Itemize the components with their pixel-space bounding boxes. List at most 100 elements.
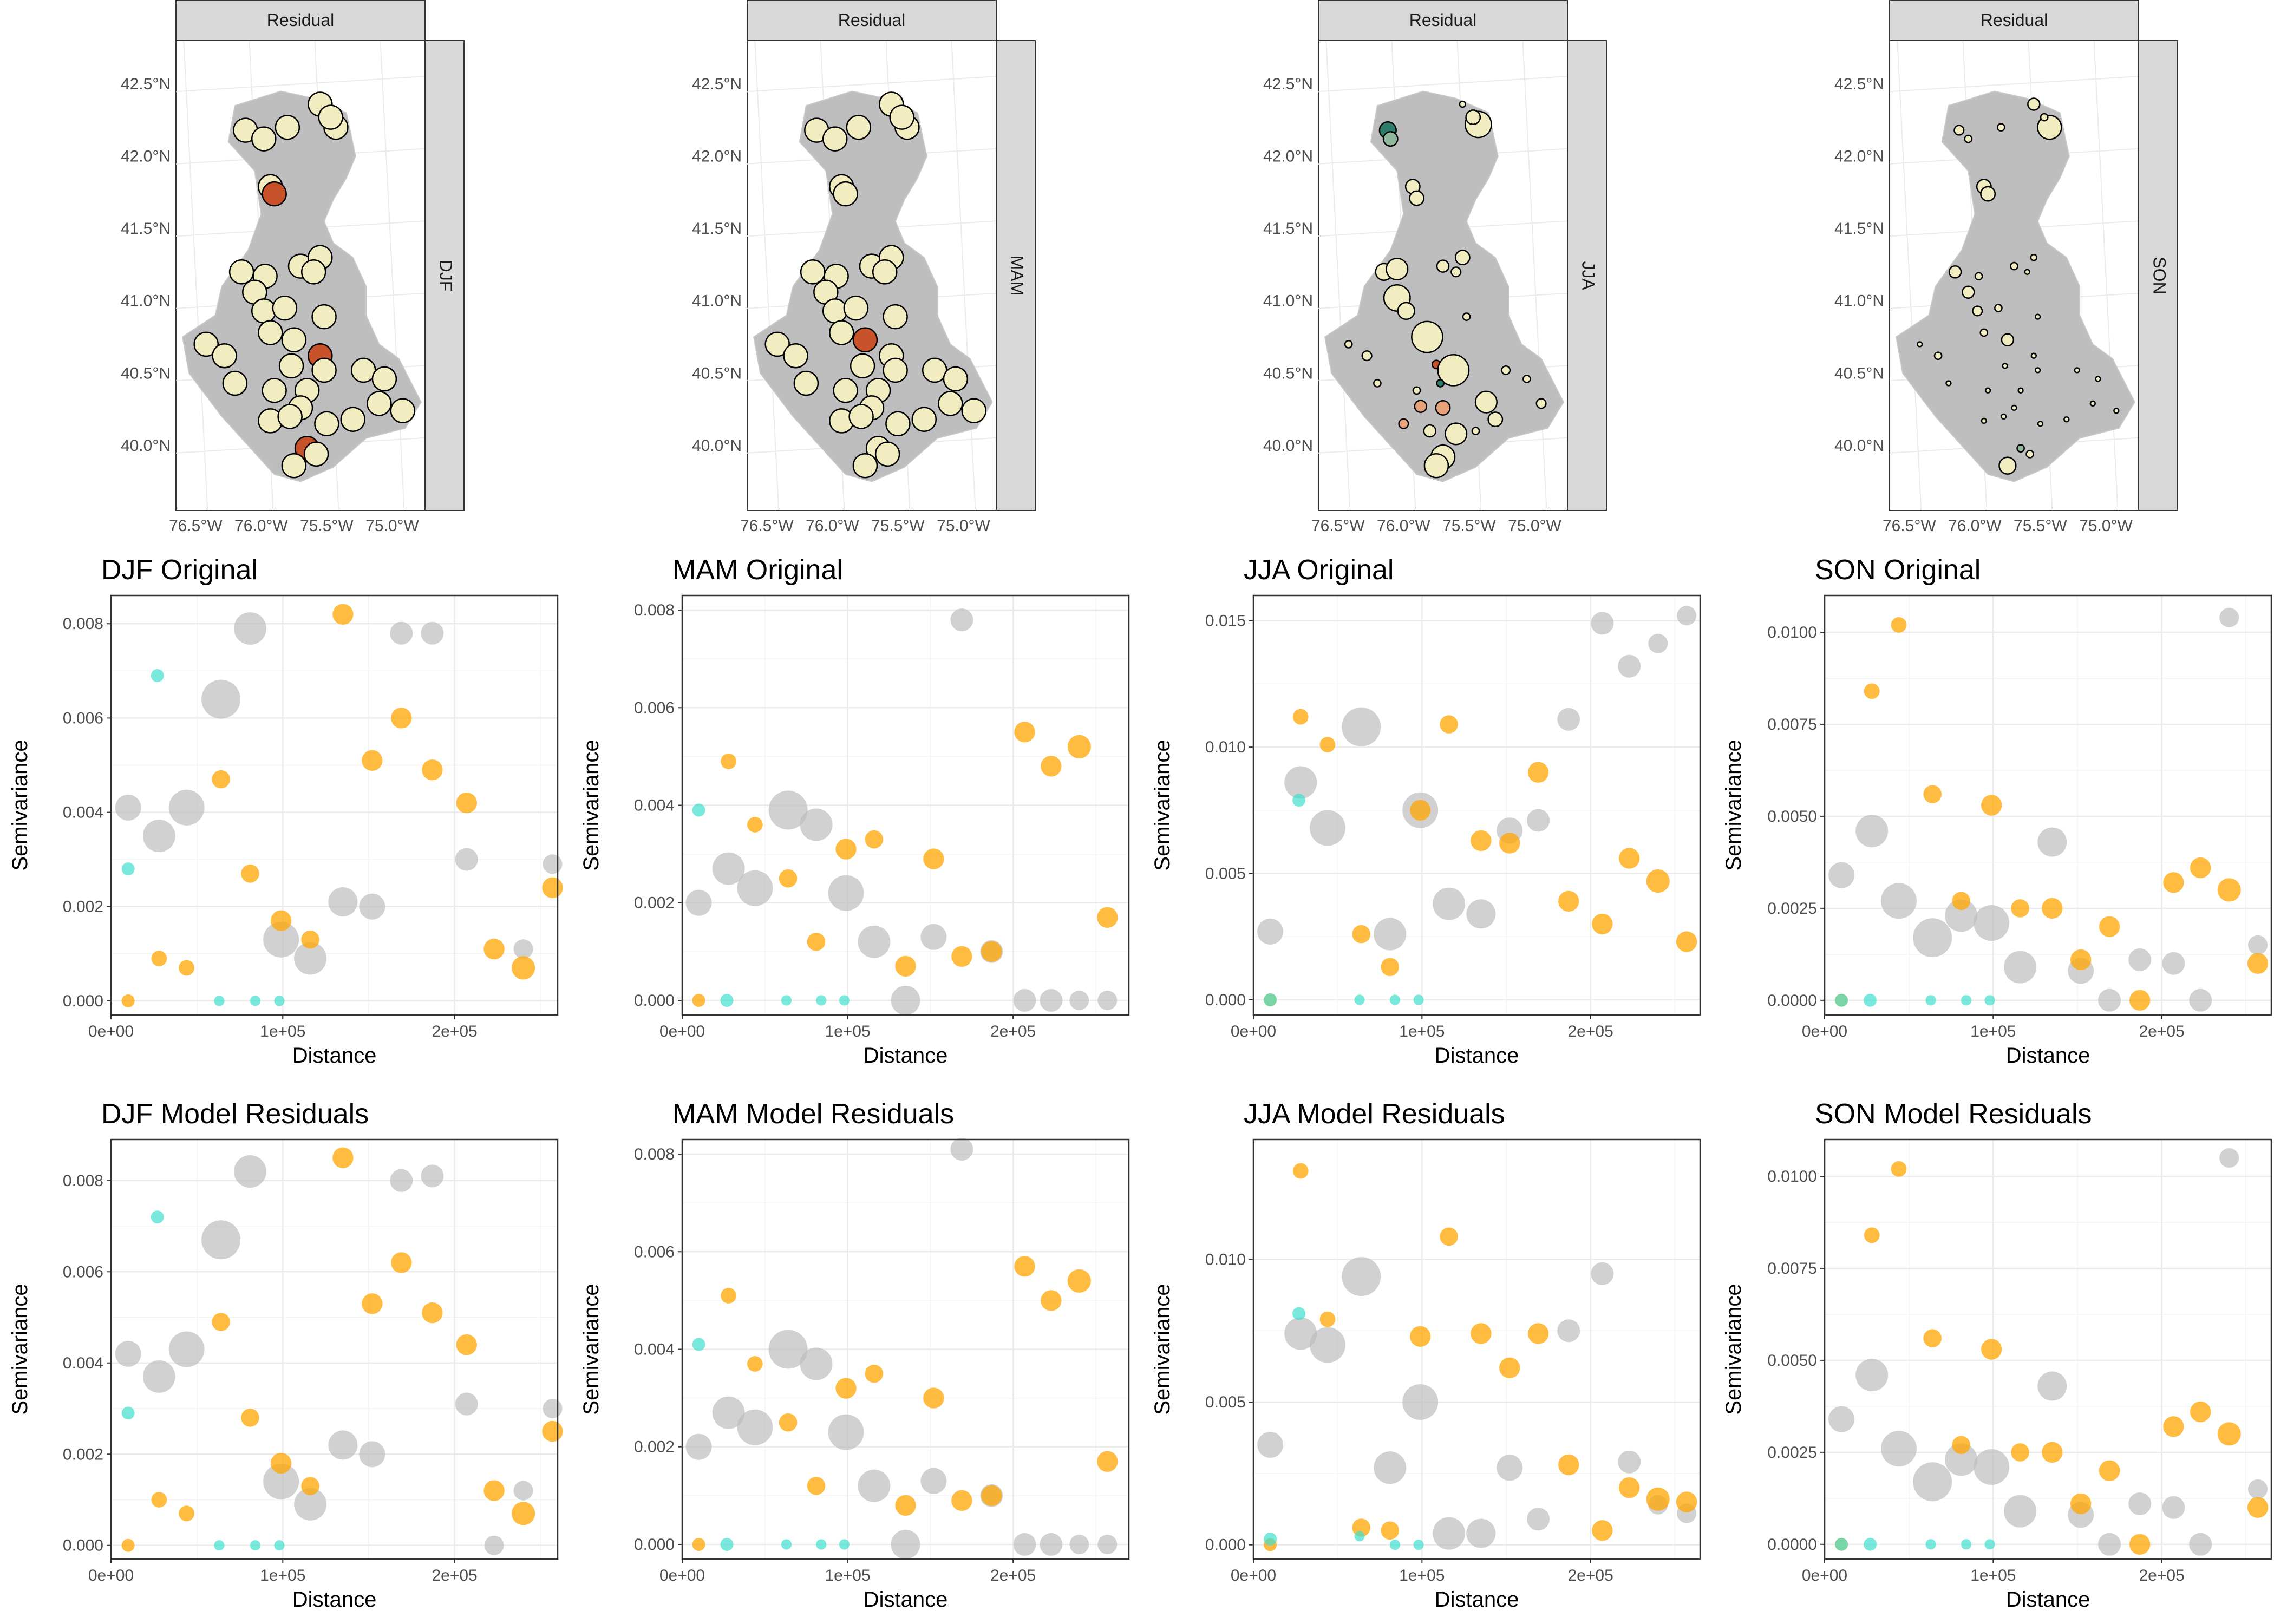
map-lat-label: 41.5°N	[1834, 220, 1884, 238]
y-tick-label: 0.006	[63, 709, 103, 727]
point-high-pair	[1097, 907, 1118, 928]
point-other-pair	[1828, 1406, 1855, 1432]
map-gridline-lon	[2093, 40, 2119, 511]
station-point	[2037, 421, 2044, 427]
point-near-pair	[781, 995, 792, 1006]
point-other-pair	[768, 790, 808, 830]
chart-title: DJF Model Residuals	[101, 1098, 369, 1130]
point-other-pair	[115, 1340, 141, 1367]
point-other-pair	[920, 924, 947, 950]
point-high-pair	[362, 1293, 383, 1314]
x-axis-title: Distance	[292, 1588, 377, 1612]
x-axis-title: Distance	[1435, 1044, 1519, 1068]
station-point	[850, 353, 875, 379]
y-tick-label: 0.0000	[1767, 992, 1817, 1010]
chart-title: SON Model Residuals	[1815, 1098, 2092, 1130]
point-near-pair	[1925, 995, 1936, 1006]
point-high-pair	[1041, 1290, 1062, 1311]
map-lat-label: 42.0°N	[692, 148, 742, 166]
map-lat-label: 41.0°N	[1263, 292, 1313, 310]
point-high-pair	[1527, 1323, 1549, 1344]
map-panel-djf: 42.5°N 42.0°N 41.5°N 41.0°N 40.5°N 40.0°N 76.5…	[121, 0, 465, 535]
y-tick-label: 0.0025	[1767, 900, 1817, 918]
point-high-pair	[2190, 857, 2211, 879]
map-strip-season-label: SON	[2150, 257, 2170, 294]
station-point	[2040, 113, 2049, 122]
point-near-pair	[1413, 1540, 1424, 1550]
point-high-pair	[1952, 1436, 1970, 1455]
point-high-pair	[1646, 869, 1670, 893]
station-point	[1474, 390, 1498, 414]
x-tick-label: 2e+05	[1568, 1567, 1613, 1584]
x-tick-label: 2e+05	[1568, 1023, 1613, 1040]
point-high-pair	[807, 1477, 826, 1495]
x-axis-title: Distance	[864, 1044, 948, 1068]
station-point	[2024, 269, 2030, 275]
station-point	[1501, 365, 1511, 375]
station-point	[822, 298, 848, 324]
point-near-pair	[1984, 995, 1995, 1006]
point-high-pair	[151, 951, 167, 966]
station-point	[2074, 367, 2080, 374]
x-tick-label: 1e+05	[1970, 1023, 2016, 1040]
point-high-pair	[151, 1492, 167, 1508]
point-high-pair	[2129, 990, 2151, 1011]
station-point	[852, 327, 878, 353]
map-lat-label: 42.5°N	[1263, 75, 1313, 93]
point-high-pair	[542, 877, 563, 899]
y-tick-label: 0.000	[634, 1536, 675, 1554]
station-point	[1996, 123, 2005, 132]
y-tick-label: 0.006	[634, 699, 675, 717]
point-high-pair	[332, 1147, 354, 1168]
station-point	[251, 126, 277, 152]
y-axis-title: Semivariance	[579, 1284, 603, 1415]
station-point	[2063, 416, 2070, 423]
station-point	[1414, 400, 1428, 413]
point-other-pair	[1402, 1384, 1439, 1420]
point-high-pair	[1067, 735, 1091, 758]
point-high-pair	[270, 910, 292, 932]
y-tick-label: 0.0100	[1767, 1168, 1817, 1186]
point-high-pair	[1319, 1311, 1336, 1327]
y-tick-label: 0.0025	[1767, 1444, 1817, 1462]
point-other-pair	[294, 942, 327, 975]
station-point	[390, 398, 416, 423]
map-lat-label: 40.0°N	[121, 437, 171, 455]
point-near-pair	[1925, 1539, 1936, 1550]
station-point	[833, 378, 858, 403]
point-high-pair	[923, 1387, 944, 1409]
station-point	[1435, 400, 1451, 416]
chart-title: MAM Model Residuals	[672, 1098, 954, 1130]
station-point	[275, 114, 300, 140]
y-tick-label: 0.002	[634, 894, 675, 912]
point-high-pair	[1041, 756, 1062, 777]
point-high-pair	[2129, 1534, 2151, 1555]
point-near-pair	[692, 1338, 705, 1351]
station-point	[1994, 304, 2003, 312]
y-tick-label: 0.0000	[1767, 1536, 1817, 1554]
station-point	[1423, 424, 1437, 438]
point-high-pair	[2070, 949, 2092, 971]
map-lon-label: 76.0°W	[806, 517, 859, 535]
map-lat-label: 41.5°N	[1263, 220, 1313, 238]
x-tick-label: 2e+05	[990, 1023, 1036, 1040]
plot-border	[681, 1138, 1130, 1560]
point-near-pair	[1264, 993, 1277, 1006]
station-point	[1409, 190, 1425, 206]
station-point	[2030, 352, 2037, 359]
station-point	[251, 298, 277, 324]
point-high-pair	[1471, 1323, 1492, 1344]
y-tick-label: 0.000	[63, 992, 103, 1010]
point-other-pair	[115, 794, 141, 821]
point-other-pair	[828, 875, 864, 911]
station-point	[318, 104, 343, 130]
station-point	[1411, 320, 1443, 353]
map-lat-label: 41.5°N	[121, 220, 171, 238]
station-point	[1412, 386, 1421, 395]
point-high-pair	[923, 848, 944, 869]
point-high-pair	[301, 1477, 319, 1495]
x-tick-label: 2e+05	[990, 1567, 1036, 1584]
station-point	[938, 391, 963, 416]
point-other-pair	[1374, 918, 1407, 951]
